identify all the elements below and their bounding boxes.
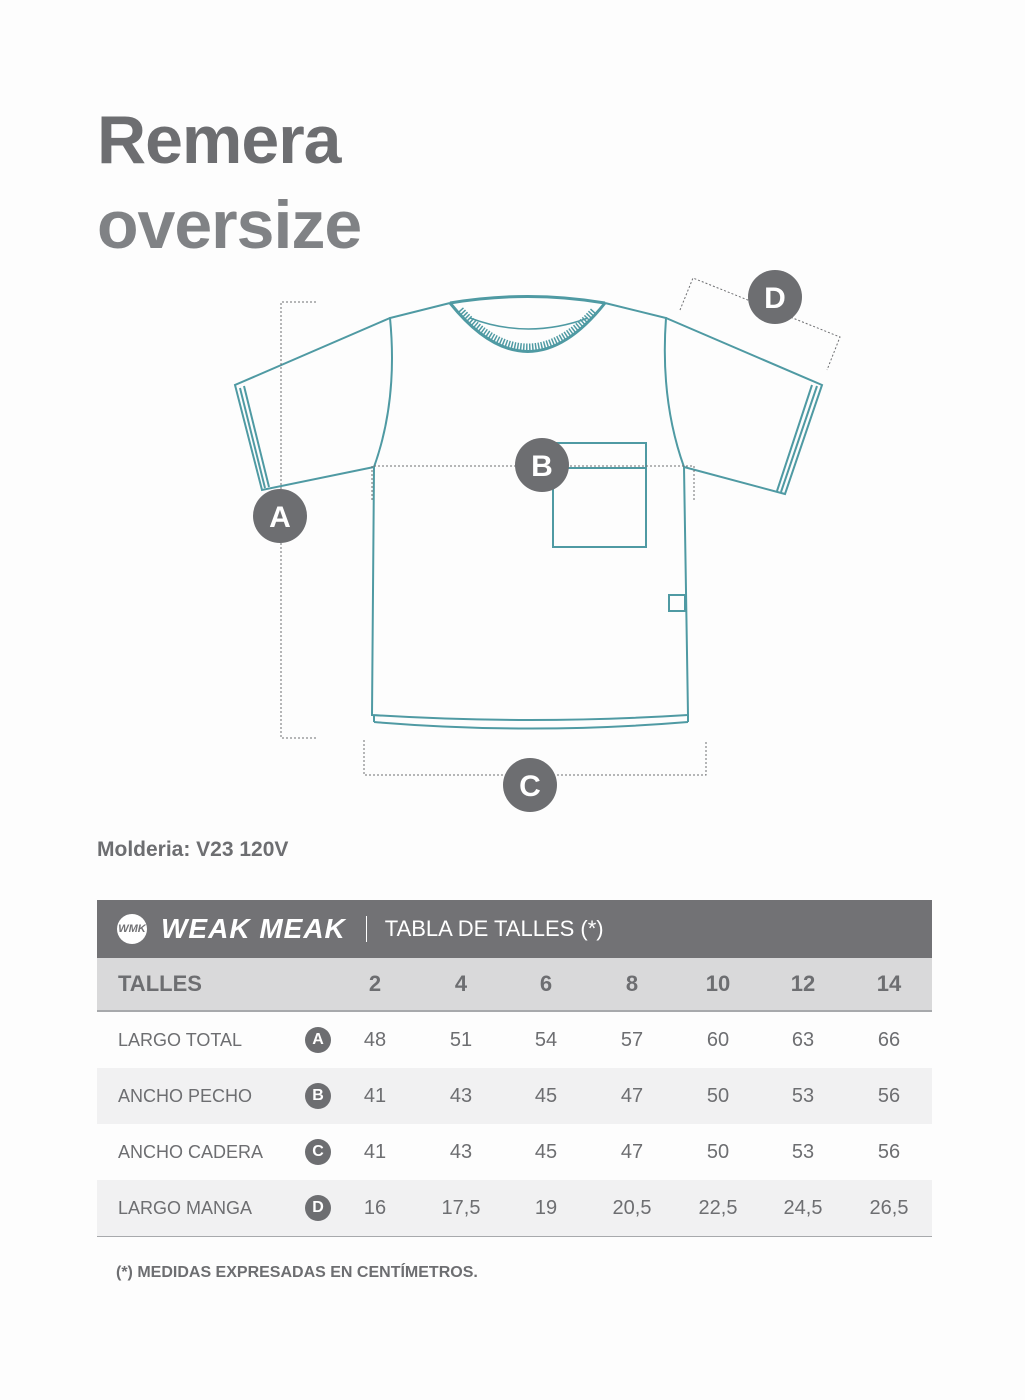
table-row: ANCHO CADERA C 41 43 45 47 50 53 56 [97, 1124, 932, 1180]
cell-value: 22,5 [698, 1196, 738, 1219]
cell-value: 43 [449, 1140, 473, 1163]
title-line-1: Remera [97, 102, 341, 178]
cell-value: 16 [363, 1196, 387, 1219]
row-badge: C [305, 1139, 331, 1165]
row-label: LARGO TOTAL [118, 1029, 243, 1050]
tshirt-diagram: A B C D [233, 270, 841, 812]
cell-value: 56 [877, 1140, 901, 1163]
cell-value: 20,5 [612, 1196, 652, 1219]
size-header-14: 14 [876, 971, 902, 996]
size-header-12: 12 [790, 971, 816, 996]
table-header: WMK WEAK MEAK TABLA DE TALLES (*) [97, 900, 932, 958]
cell-value: 56 [877, 1084, 901, 1107]
sizes-header-row: TALLES 2 4 6 8 10 12 14 [97, 958, 932, 1012]
cell-value: 17,5 [441, 1196, 481, 1219]
cell-value: 57 [620, 1028, 644, 1051]
cell-value: 48 [363, 1028, 387, 1051]
cell-value: 41 [363, 1084, 387, 1107]
cell-value: 26,5 [869, 1196, 909, 1219]
table-title: TABLA DE TALLES (*) [384, 916, 604, 941]
row-badge: B [305, 1083, 331, 1109]
measure-lines [280, 277, 841, 776]
size-header-6: 6 [539, 971, 553, 996]
cell-value: 45 [534, 1084, 558, 1107]
cell-value: 41 [363, 1140, 387, 1163]
logo-mark: WMK [117, 914, 147, 944]
cell-value: 47 [620, 1084, 644, 1107]
divider [365, 916, 367, 942]
cell-value: 24,5 [783, 1196, 823, 1219]
size-header-2: 2 [368, 971, 382, 996]
sizes-header-label: TALLES [118, 971, 202, 996]
badge-a: A [253, 489, 307, 543]
svg-text:A: A [269, 501, 291, 534]
brand-name: WEAK MEAK [161, 913, 346, 944]
tshirt-outline [233, 295, 824, 730]
cell-value: 45 [534, 1140, 558, 1163]
svg-text:B: B [531, 450, 553, 483]
row-label: ANCHO PECHO [118, 1085, 253, 1106]
cell-value: 19 [534, 1196, 558, 1219]
svg-text:D: D [764, 282, 786, 315]
molderia-label: Molderia: V23 120V [97, 838, 289, 861]
cell-value: 50 [706, 1140, 730, 1163]
cell-value: 54 [534, 1028, 558, 1051]
row-label: ANCHO CADERA [118, 1141, 264, 1162]
badge-b: B [515, 438, 569, 492]
table-row: LARGO TOTAL A 48 51 54 57 60 63 66 [97, 1012, 932, 1068]
badge-c: C [503, 758, 557, 812]
svg-text:C: C [519, 770, 541, 803]
size-header-8: 8 [625, 971, 639, 996]
cell-value: 43 [449, 1084, 473, 1107]
cell-value: 51 [449, 1028, 473, 1051]
cell-value: 53 [791, 1084, 815, 1107]
badge-d: D [748, 270, 802, 324]
footnote: (*) MEDIDAS EXPRESADAS EN CENTÍMETROS. [116, 1264, 478, 1281]
cell-value: 66 [877, 1028, 901, 1051]
title-line-2: oversize [97, 187, 362, 263]
size-table: WMK WEAK MEAK TABLA DE TALLES (*) TALLES… [97, 900, 932, 1237]
cell-value: 63 [791, 1028, 815, 1051]
size-header-4: 4 [454, 971, 468, 996]
table-row: ANCHO PECHO B 41 43 45 47 50 53 56 [97, 1068, 932, 1124]
cell-value: 60 [706, 1028, 730, 1051]
cell-value: 53 [791, 1140, 815, 1163]
cell-value: 47 [620, 1140, 644, 1163]
table-row: LARGO MANGA D 16 17,5 19 20,5 22,5 24,5 26,5 [97, 1180, 932, 1237]
cell-value: 50 [706, 1084, 730, 1107]
row-badge: D [305, 1195, 331, 1221]
row-badge: A [305, 1027, 331, 1053]
size-header-10: 10 [705, 971, 731, 996]
brand-logo: WMK WEAK MEAK [117, 913, 346, 945]
row-label: LARGO MANGA [118, 1197, 253, 1218]
